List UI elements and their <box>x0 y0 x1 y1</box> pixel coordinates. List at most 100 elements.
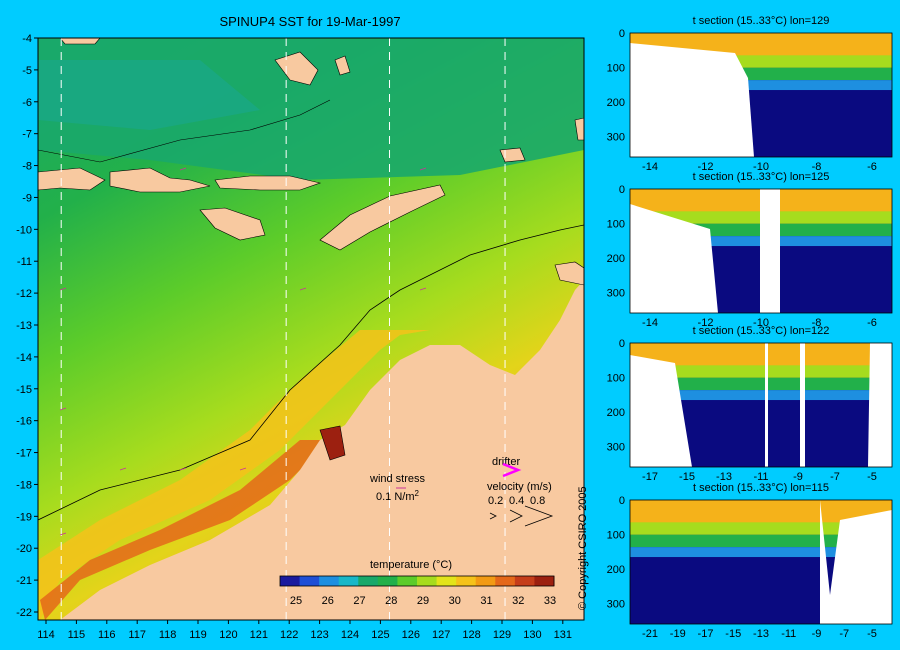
section-title: t section (15..33°C) lon=115 <box>693 482 829 494</box>
lat-tick-label: -17 <box>16 448 32 460</box>
lat-tick-label: -21 <box>16 575 32 587</box>
lat-tick-label: -11 <box>17 256 32 268</box>
section-lat-tick: -21 <box>642 628 658 640</box>
colorbar-swatch <box>280 576 301 586</box>
section-depth-tick: 200 <box>607 407 625 419</box>
lat-tick-label: -18 <box>16 479 32 491</box>
section-title: t section (15..33°C) lon=122 <box>693 325 830 337</box>
section-title: t section (15..33°C) lon=125 <box>693 171 830 183</box>
colorbar-swatch <box>514 576 535 586</box>
colorbar-tick-label: 32 <box>512 595 524 607</box>
section-depth-tick: 200 <box>607 97 625 109</box>
section-lat-tick: -9 <box>793 471 803 483</box>
section-panel-2: t section (15..33°C) lon=125 0 100 200 300 -1… <box>607 171 893 329</box>
colorbar-swatch <box>397 576 418 586</box>
lat-tick-label: -7 <box>22 129 32 141</box>
colorbar-tick-label: 29 <box>417 595 429 607</box>
colorbar-title: temperature (°C) <box>370 559 452 571</box>
lon-tick-label: 131 <box>554 629 572 641</box>
lat-tick-label: -9 <box>22 192 32 204</box>
section-lat-tick: -11 <box>781 628 796 640</box>
map-title: SPINUP4 SST for 19-Mar-1997 <box>219 14 400 29</box>
t-sections: t section (15..33°C) lon=129 0 100 200 300 -1… <box>607 15 893 640</box>
lat-tick-label: -15 <box>16 384 32 396</box>
colorbar: 25 26 27 28 29 30 31 32 33 <box>279 575 556 607</box>
drifter-velocity-label: velocity (m/s) <box>487 481 552 493</box>
lat-tick-label: -14 <box>16 352 32 364</box>
colorbar-swatch <box>436 576 457 586</box>
colorbar-swatch <box>377 576 398 586</box>
land-mask <box>630 43 754 157</box>
lat-tick-label: -16 <box>16 416 32 428</box>
section-depth-tick: 100 <box>607 372 625 384</box>
section-lat-tick: -12 <box>698 161 714 173</box>
section-lat-tick: -6 <box>867 161 877 173</box>
wind-arrows <box>59 167 427 536</box>
section-lat-tick: -7 <box>830 471 840 483</box>
section-lat-tick: -15 <box>725 628 741 640</box>
colorbar-swatch <box>534 576 555 586</box>
colorbar-tick-label: 33 <box>544 595 556 607</box>
lat-tick-label: -4 <box>22 33 32 45</box>
lon-tick-label: 127 <box>432 629 450 641</box>
lon-tick-label: 118 <box>159 629 177 641</box>
sst-map: SPINUP4 SST for 19-Mar-1997 <box>16 14 585 641</box>
section-lat-tick: -8 <box>812 161 822 173</box>
section-lat-tick: -5 <box>867 471 877 483</box>
lon-tick-label: 124 <box>341 629 359 641</box>
drifter-value-1: 0.2 <box>488 495 503 507</box>
section-lat-tick: -12 <box>698 317 714 329</box>
drifter-label: drifter <box>492 456 520 468</box>
colorbar-tick-label: 25 <box>290 595 302 607</box>
land-mask <box>630 343 892 467</box>
lon-tick-label: 119 <box>189 629 207 641</box>
section-lat-tick: -14 <box>642 317 658 329</box>
lon-tick-label: 128 <box>462 629 480 641</box>
drifter-scale-arrows <box>489 505 554 527</box>
section-depth-tick: 100 <box>607 529 625 541</box>
section-lat-tick: -9 <box>812 628 822 640</box>
section-depth-tick: 300 <box>607 441 625 453</box>
section-depth-tick: 0 <box>619 338 625 350</box>
section-lat-tick: -6 <box>867 317 877 329</box>
section-lat-tick: -5 <box>867 628 877 640</box>
section-lat-tick: -13 <box>716 471 732 483</box>
section-title: t section (15..33°C) lon=129 <box>693 15 830 27</box>
section-depth-tick: 100 <box>607 218 625 230</box>
lat-tick-label: -22 <box>16 607 32 619</box>
section-depth-tick: 0 <box>619 28 625 40</box>
lon-tick-label: 125 <box>371 629 389 641</box>
section-panel-3: t section (15..33°C) lon=122 0 100 200 300 -1… <box>607 325 893 483</box>
lon-tick-label: 115 <box>68 629 86 641</box>
lat-tick-label: -12 <box>16 288 32 300</box>
land-mask <box>630 189 780 313</box>
colorbar-swatch <box>475 576 496 586</box>
drifter-arrow-icon <box>502 462 522 478</box>
section-depth-tick: 200 <box>607 564 625 576</box>
lat-tick-label: -8 <box>22 161 32 173</box>
colorbar-tick-label: 30 <box>449 595 461 607</box>
section-lat-tick: -7 <box>839 628 849 640</box>
lon-tick-label: 122 <box>280 629 298 641</box>
wind-stress-value: 0.1 N/m2 <box>376 489 420 503</box>
lon-tick-label: 121 <box>250 629 268 641</box>
latitude-axis: -4 -5 -6 -7 -8 -9 -10 -11 -12 -13 -14 -15 -16 -17 -18 -… <box>16 33 38 619</box>
lat-tick-label: -5 <box>22 65 32 77</box>
lat-tick-label: -20 <box>16 543 32 555</box>
copyright-notice: © Copyright CSIRO 2005 <box>577 486 589 610</box>
lat-tick-label: -19 <box>16 511 32 523</box>
wind-stress-label: wind stress <box>369 473 426 485</box>
colorbar-swatch <box>417 576 438 586</box>
section-lat-tick: -19 <box>670 628 686 640</box>
section-depth-tick: 0 <box>619 184 625 196</box>
islands <box>38 38 584 461</box>
colorbar-swatch <box>358 576 379 586</box>
section-lat-tick: -8 <box>812 317 822 329</box>
section-lat-tick: -10 <box>753 161 769 173</box>
section-lat-tick: -17 <box>698 628 714 640</box>
lon-tick-label: 123 <box>310 629 328 641</box>
lat-tick-label: -13 <box>16 320 32 332</box>
colorbar-tick-label: 26 <box>322 595 334 607</box>
lon-tick-label: 130 <box>523 629 541 641</box>
section-panel-1: t section (15..33°C) lon=129 0 100 200 300 -1… <box>607 15 893 173</box>
